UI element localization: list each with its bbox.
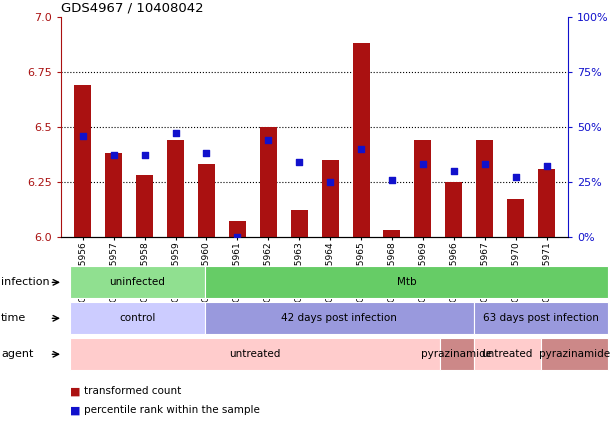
Text: Mtb: Mtb [397, 277, 416, 287]
Point [263, 137, 273, 143]
Text: agent: agent [1, 349, 34, 359]
Text: uninfected: uninfected [109, 277, 166, 287]
Point [387, 176, 397, 183]
Point [170, 130, 180, 137]
Point [480, 161, 489, 168]
Point [140, 152, 150, 159]
Text: ■: ■ [70, 405, 81, 415]
Text: infection: infection [1, 277, 50, 287]
Point [109, 152, 119, 159]
Point [295, 159, 304, 165]
Text: ■: ■ [70, 386, 81, 396]
Bar [260, 127, 277, 237]
Bar [198, 164, 215, 237]
Bar [105, 153, 122, 237]
Bar [291, 211, 308, 237]
Point [232, 233, 242, 240]
Point [542, 163, 552, 170]
Bar [507, 200, 524, 237]
Text: transformed count: transformed count [84, 386, 181, 396]
Text: percentile rank within the sample: percentile rank within the sample [84, 405, 260, 415]
Bar [414, 140, 431, 237]
Point [78, 132, 87, 139]
Bar [353, 43, 370, 237]
Text: time: time [1, 313, 26, 323]
Text: untreated: untreated [229, 349, 281, 359]
Bar [476, 140, 493, 237]
Bar [321, 160, 338, 237]
Point [202, 150, 211, 157]
Point [356, 146, 366, 152]
Text: GDS4967 / 10408042: GDS4967 / 10408042 [61, 1, 203, 14]
Point [449, 168, 459, 174]
Bar [445, 182, 463, 237]
Bar [538, 169, 555, 237]
Text: control: control [119, 313, 156, 323]
Text: 63 days post infection: 63 days post infection [483, 313, 599, 323]
Text: 42 days post infection: 42 days post infection [281, 313, 397, 323]
Text: pyrazinamide: pyrazinamide [539, 349, 610, 359]
Text: pyrazinamide: pyrazinamide [421, 349, 492, 359]
Point [511, 174, 521, 181]
Bar [75, 85, 91, 237]
Text: untreated: untreated [481, 349, 533, 359]
Point [325, 179, 335, 185]
Bar [384, 230, 400, 237]
Bar [136, 175, 153, 237]
Point [418, 161, 428, 168]
Bar [229, 222, 246, 237]
Bar [167, 140, 184, 237]
